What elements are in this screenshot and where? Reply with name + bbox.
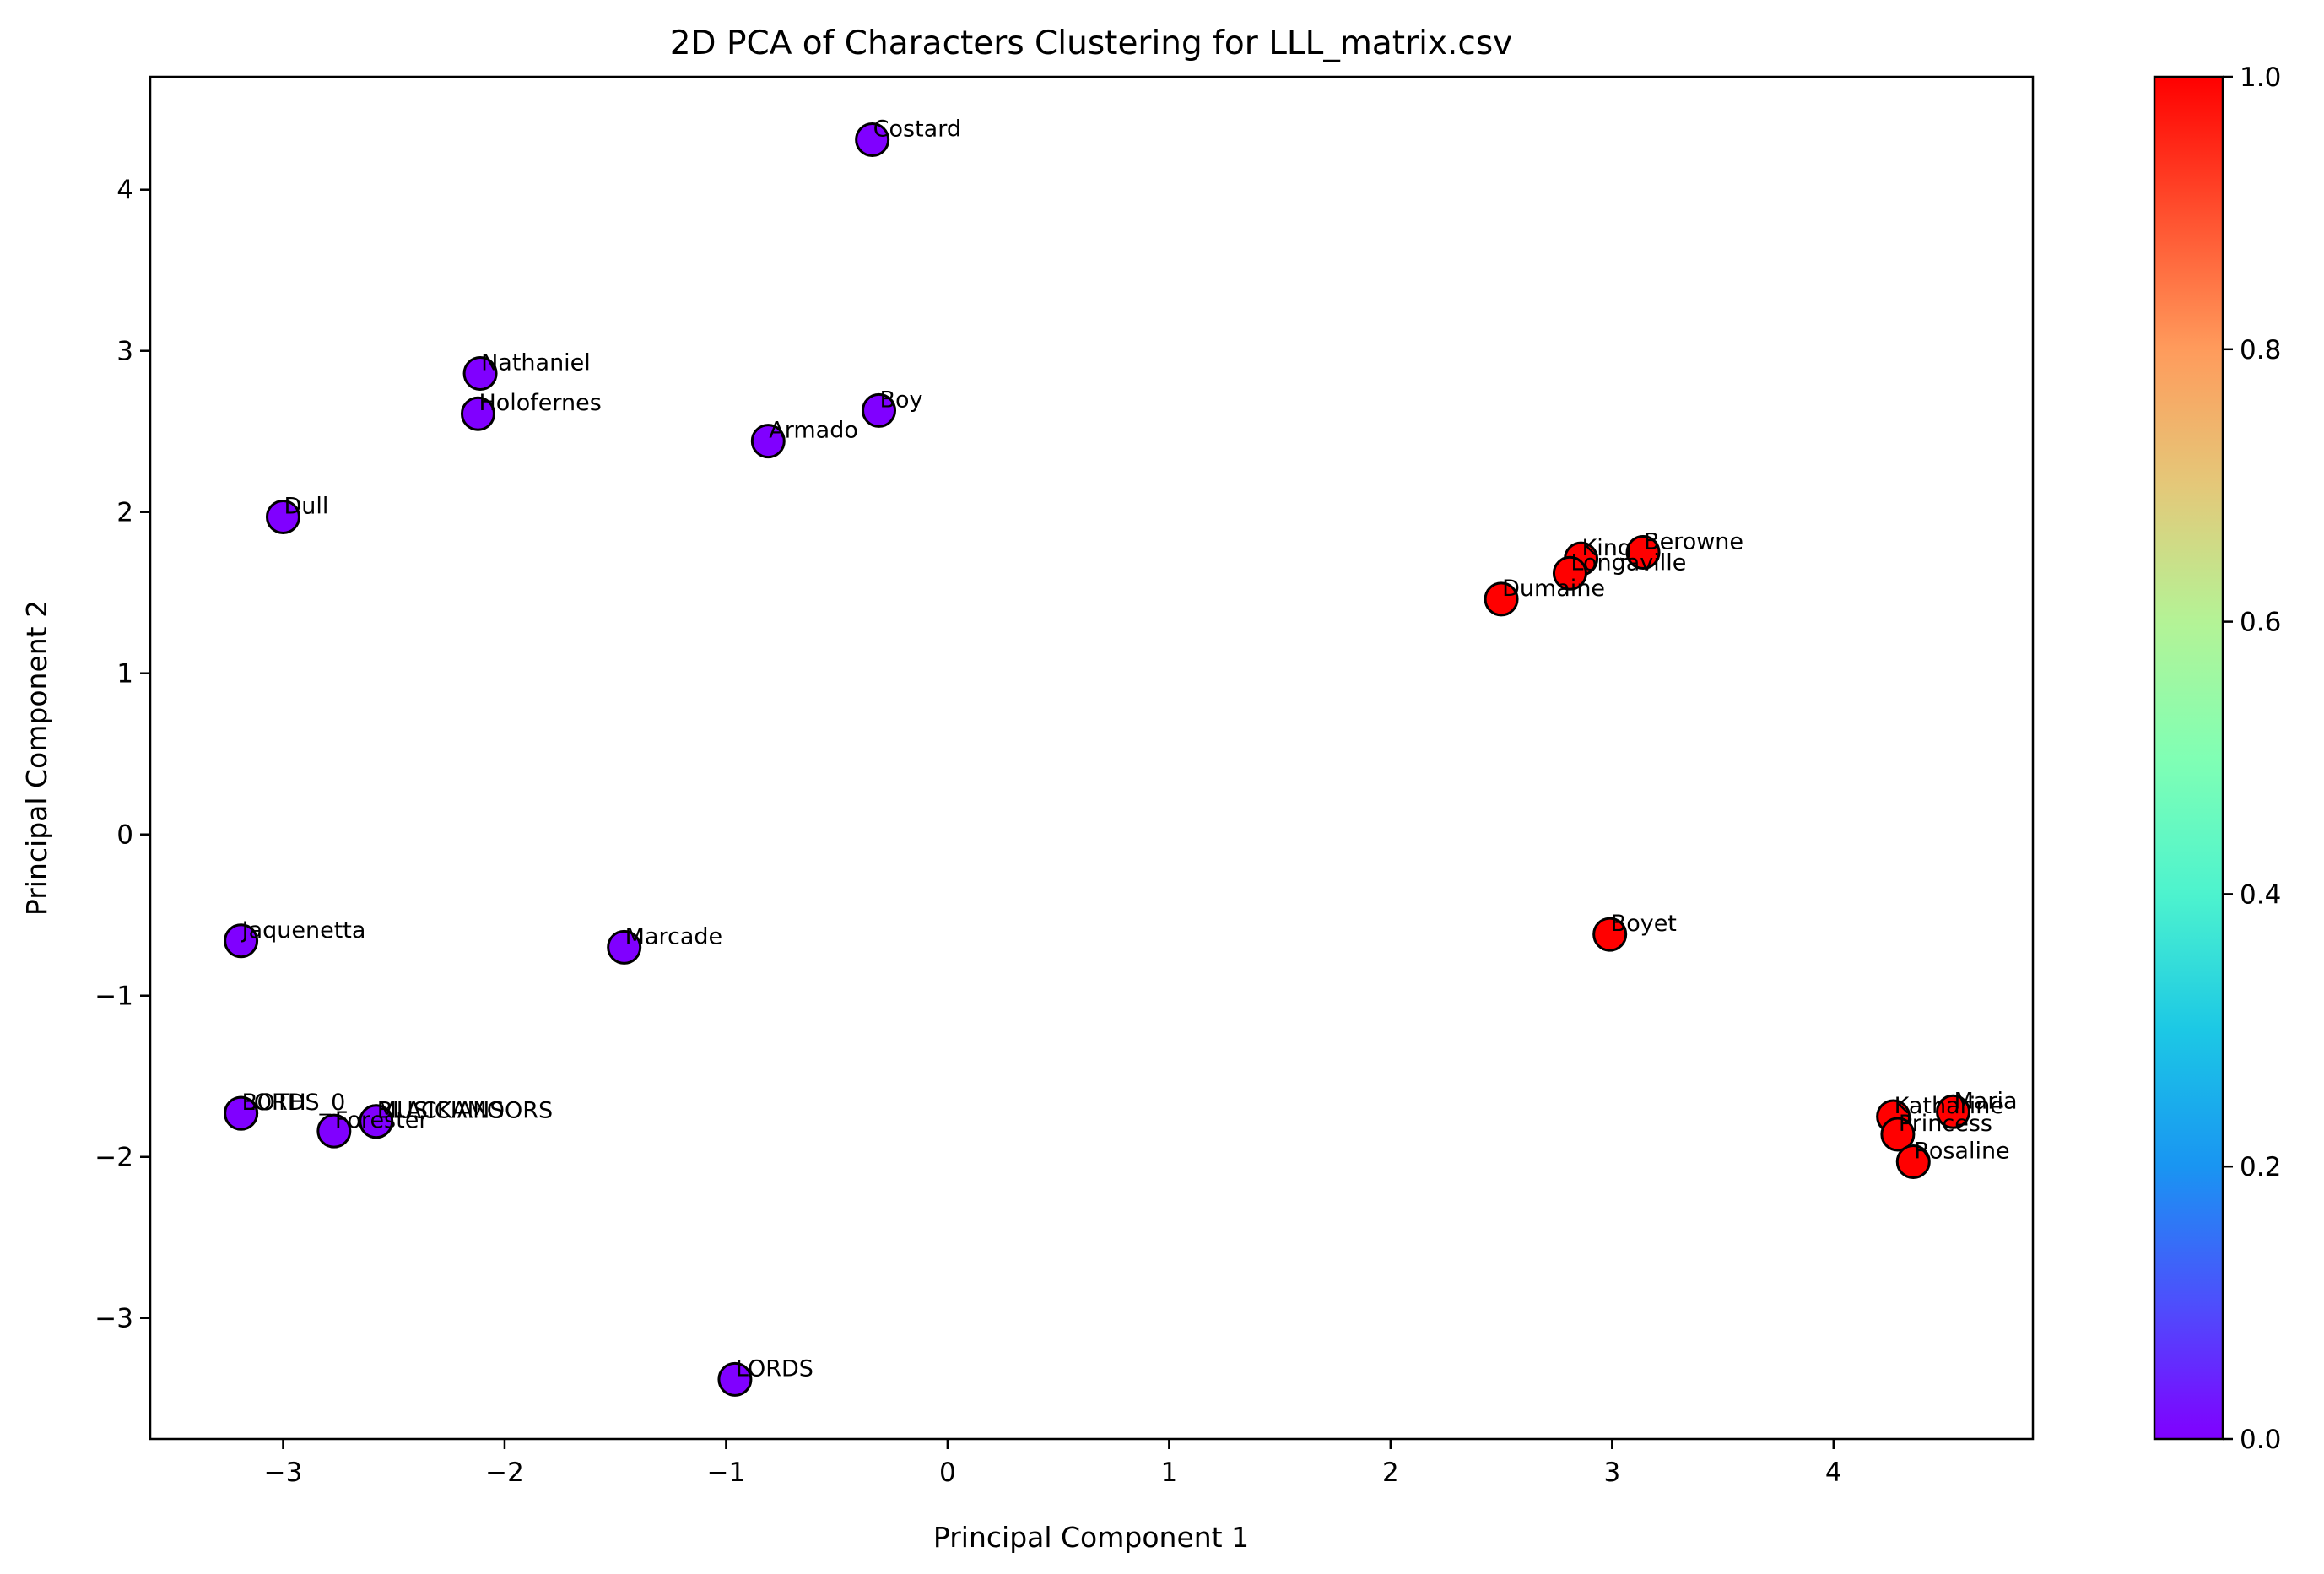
scatter-point (1592, 917, 1628, 952)
point-label: Princess (1899, 1111, 1992, 1137)
scatter-point (1484, 581, 1519, 617)
x-axis-ticks: −3 −2 −1 0 1 2 3 4 (264, 1439, 1842, 1488)
scatter-point (224, 923, 259, 959)
y-axis-label: Principal Component 2 (20, 600, 53, 916)
point-label: Marcade (625, 923, 723, 949)
x-tick-label: 2 (1382, 1458, 1399, 1488)
point-label: Forester (335, 1107, 429, 1133)
point-label: Longaville (1570, 549, 1686, 576)
point-label: Rosaline (1914, 1138, 2009, 1164)
plot-area: −3 −2 −1 0 1 2 3 4 −3 −2 −1 0 1 2 3 4 Costard Nathaniel… (95, 75, 2035, 1488)
y-tick-label: 0 (116, 820, 133, 851)
colorbar-tick-label: 0.4 (2240, 879, 2281, 910)
point-label: Armado (769, 418, 858, 444)
scatter-point (855, 122, 890, 157)
scatter-point (265, 499, 300, 534)
point-label: Dumaine (1502, 576, 1605, 602)
point-label: BLACKAMOORS (377, 1098, 553, 1124)
scatter-point (1936, 1094, 1971, 1129)
x-axis-label: Principal Component 1 (933, 1521, 1249, 1554)
colorbar-tick-label: 0.8 (2240, 335, 2281, 365)
y-tick-label: 1 (116, 659, 133, 690)
scatter-point (750, 424, 786, 459)
x-tick-label: 1 (1160, 1458, 1177, 1488)
scatter-point (460, 396, 495, 431)
point-label: Katharine (1894, 1093, 2004, 1119)
y-tick-label: −3 (95, 1304, 133, 1334)
point-label: Boy (880, 387, 923, 413)
y-axis-ticks: −3 −2 −1 0 1 2 3 4 (95, 176, 150, 1334)
colorbar-tick-label: 0.0 (2240, 1425, 2281, 1455)
point-label: Holofernes (478, 390, 601, 416)
y-tick-label: 3 (116, 337, 133, 367)
colorbar-tick-label: 0.6 (2240, 608, 2281, 638)
colorbar-ticks: 0.0 0.2 0.4 0.6 0.8 1.0 (2223, 62, 2281, 1455)
x-tick-label: −1 (707, 1458, 746, 1488)
scatter-point (462, 355, 498, 391)
point-label: Jaquenetta (241, 917, 366, 944)
scatter-point (1880, 1117, 1916, 1152)
x-tick-label: −2 (485, 1458, 524, 1488)
colorbar-tick-label: 0.2 (2240, 1152, 2281, 1182)
point-label: BOTH (242, 1090, 306, 1116)
chart-title: 2D PCA of Characters Clustering for LLL_… (670, 24, 1513, 62)
x-tick-label: 3 (1603, 1458, 1620, 1488)
scatter-point (316, 1113, 352, 1149)
plot-frame (149, 75, 2035, 1441)
colorbar-tick-label: 1.0 (2240, 62, 2281, 93)
x-tick-label: 0 (939, 1458, 956, 1488)
point-label: Costard (873, 116, 961, 142)
scatter-point (224, 1095, 259, 1131)
scatter-point (862, 392, 897, 428)
point-label: Maria (1954, 1088, 2018, 1114)
scatter-point (1625, 534, 1661, 570)
scatter-point (359, 1104, 394, 1139)
scatter-point (1552, 555, 1587, 591)
scatter-points: Costard Nathaniel Holofernes Boy Armado Dull J… (224, 116, 2018, 1397)
y-tick-label: 2 (116, 498, 133, 528)
point-label: King (1582, 535, 1632, 561)
point-label: Dull (284, 493, 328, 519)
point-label: LORDS (736, 1355, 813, 1382)
y-tick-label: −2 (95, 1143, 133, 1173)
y-tick-label: −1 (95, 982, 133, 1012)
scatter-point (1895, 1144, 1931, 1179)
point-label: Boyet (1611, 911, 1677, 937)
point-label: MUSICIANS (377, 1098, 505, 1124)
x-tick-label: 4 (1825, 1458, 1842, 1488)
x-tick-label: −3 (264, 1458, 303, 1488)
colorbar: 0.0 0.2 0.4 0.6 0.8 1.0 (2153, 62, 2281, 1455)
scatter-point (607, 929, 642, 965)
point-label: Nathaniel (481, 349, 591, 376)
point-label: LORDS_0 (242, 1090, 346, 1116)
point-label: Berowne (1644, 528, 1743, 554)
colorbar-gradient (2153, 75, 2224, 1441)
scatter-point (717, 1361, 753, 1397)
y-tick-label: 4 (116, 176, 133, 206)
